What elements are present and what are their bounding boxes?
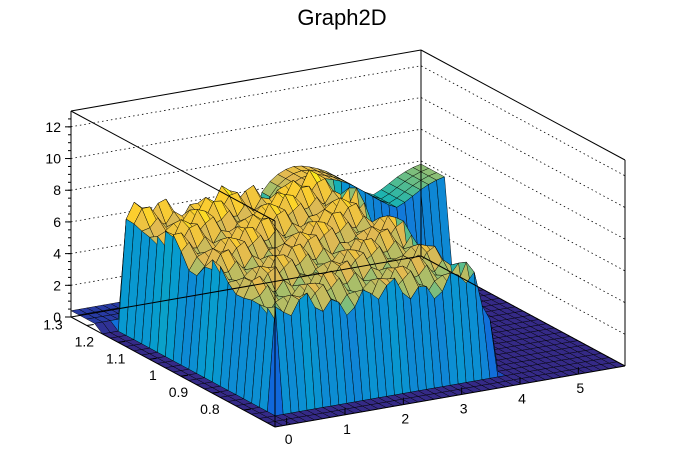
z-tick-label-2: 4 xyxy=(53,246,61,262)
y-tick-mark-5 xyxy=(86,323,94,326)
z-tick-label-5: 10 xyxy=(45,151,61,167)
grid-line-z-6 xyxy=(70,65,626,177)
y-tick-mark-3 xyxy=(149,357,157,360)
chart-title: Graph2D xyxy=(297,5,386,30)
x-tick-label-1: 1 xyxy=(343,421,351,437)
frame-edge-1 xyxy=(70,316,276,428)
z-tick-label-4: 8 xyxy=(53,182,61,198)
x-tick-label-0: 0 xyxy=(285,431,293,447)
x-tick-label-2: 2 xyxy=(401,411,409,427)
z-tick-label-1: 2 xyxy=(53,277,61,293)
x-tick-label-3: 3 xyxy=(460,400,468,416)
frame-edge-10 xyxy=(420,255,626,367)
z-tick-label-0: 0 xyxy=(53,309,61,325)
y-tick-mark-2 xyxy=(180,374,188,377)
frame-edge-7 xyxy=(70,110,276,222)
y-tick-label-2: 1 xyxy=(149,367,157,383)
z-tick-label-6: 12 xyxy=(45,119,61,135)
y-tick-label-0: 0.8 xyxy=(200,401,220,417)
frame-edge-6 xyxy=(420,49,626,161)
x-tick-label-4: 4 xyxy=(518,390,526,406)
y-tick-label-5: 1.3 xyxy=(43,316,63,332)
y-tick-mark-1 xyxy=(212,391,220,394)
y-tick-label-1: 0.9 xyxy=(169,384,189,400)
frame-edge-9 xyxy=(70,255,422,318)
y-tick-label-3: 1.1 xyxy=(106,350,126,366)
y-tick-mark-0 xyxy=(243,408,251,411)
grid-line-z-4 xyxy=(70,128,626,240)
frame-edge-0 xyxy=(274,365,626,428)
z-tick-label-3: 6 xyxy=(53,214,61,230)
grid-line-z-5 xyxy=(70,97,626,208)
frame-edge-3 xyxy=(70,49,422,112)
grid-line-z-3 xyxy=(70,160,626,272)
surface-plot xyxy=(70,163,626,428)
y-tick-mark-4 xyxy=(118,340,126,343)
x-tick-label-5: 5 xyxy=(576,380,584,396)
y-tick-label-4: 1.2 xyxy=(75,333,95,349)
